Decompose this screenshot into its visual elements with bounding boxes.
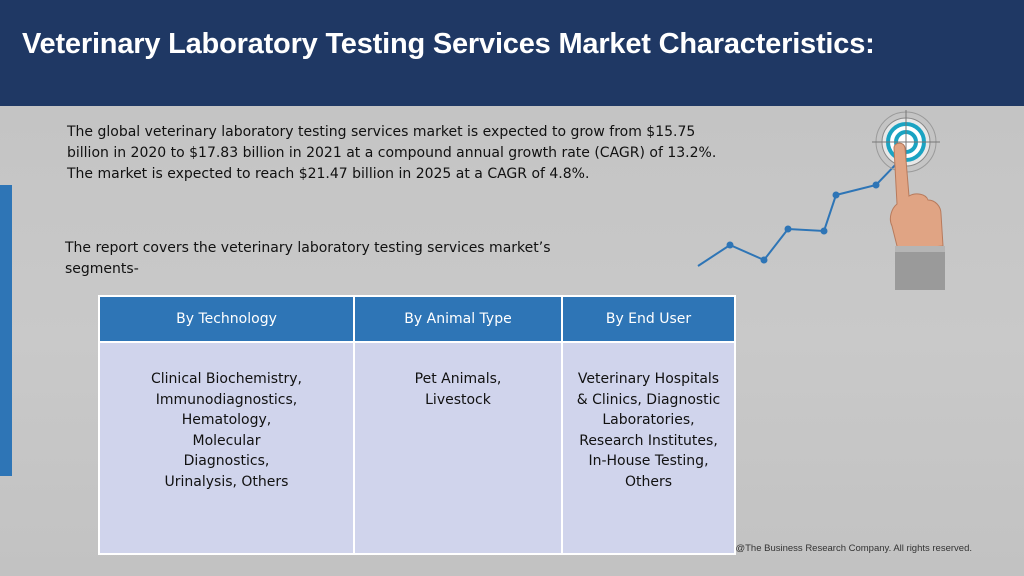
cell-end-user-list: Veterinary Hospitals & Clinics, Diagnost… [561, 341, 736, 555]
hand-icon [889, 142, 945, 290]
hand-pointing-target-illustration [697, 110, 945, 290]
intro-paragraph: The global veterinary laboratory testing… [67, 124, 717, 182]
growth-line-icon [697, 159, 901, 267]
segments-table: By Technology By Animal Type By End User… [98, 295, 736, 555]
page-title: Veterinary Laboratory Testing Services M… [22, 28, 875, 60]
header-bar: Veterinary Laboratory Testing Services M… [0, 0, 1024, 106]
segments-paragraph: The report covers the veterinary laborat… [65, 240, 551, 277]
left-accent-bar [0, 185, 12, 476]
table-header-row: By Technology By Animal Type By End User [98, 295, 736, 343]
header-by-end-user: By End User [561, 295, 736, 343]
cell-animal-type-list: Pet Animals, Livestock [353, 341, 563, 555]
cell-technology-list: Clinical Biochemistry, Immunodiagnostics… [98, 341, 355, 555]
table-row: Clinical Biochemistry, Immunodiagnostics… [98, 341, 736, 555]
header-by-technology: By Technology [98, 295, 355, 343]
header-by-animal-type: By Animal Type [353, 295, 563, 343]
copyright-footer: @The Business Research Company. All righ… [735, 543, 972, 554]
